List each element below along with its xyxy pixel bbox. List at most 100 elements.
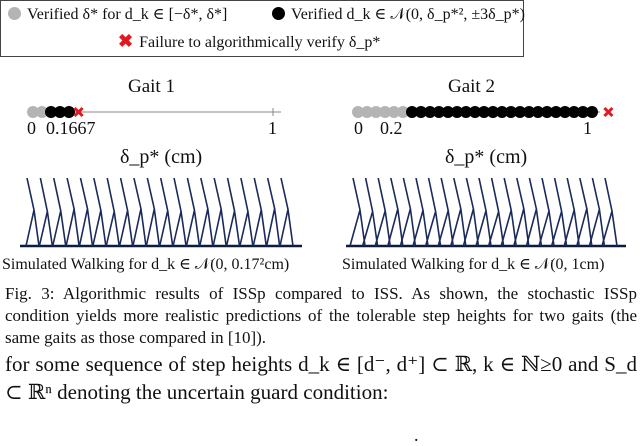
walking-simulations [20,178,626,248]
gait1-walker-frame [78,178,94,247]
gait2-verified-point [523,106,535,118]
gait1-tick-1: 1 [268,118,277,138]
gait2-verified-point [532,106,544,118]
gait2-walker-frame [601,178,618,247]
figure-caption: Fig. 3: Algorithmic results of ISSp comp… [5,283,637,349]
gait2-verified-point [550,106,562,118]
gait1-walker-frame [118,178,134,247]
gait2-verified-point [559,106,571,118]
gait2-verified-point [514,106,526,118]
gait1-walker-frame [158,178,174,247]
gait2-verified-point [460,106,472,118]
gait1-walker-frame [65,178,80,247]
gait1-walker-frame [199,178,214,247]
gait2-tick-0: 0 [354,118,363,138]
body-paragraph: for some sequence of step heights d_k ∈ … [5,352,637,404]
gait2-tick-0.2: 0.2 [380,118,403,138]
gait2-walker-frame [349,178,366,247]
black-dot-icon [272,7,285,20]
gait2-verified-point [388,106,400,118]
gait2-verified-point [586,106,598,118]
gait1-walker-frame [132,178,147,247]
gait2-verified-point [424,106,436,118]
gait1-walker-frame [265,178,281,247]
gait2-walker-frame [513,178,530,247]
gait2-walker-frame [387,178,404,247]
gait2-walker-frame [399,178,417,247]
gait2-verified-point [568,106,580,118]
gait2-simulation-label: Simulated Walking for d_k ∈ 𝒩(0, 1cm) [342,256,605,273]
gait1-walker-frame [25,178,40,247]
gait2-verified-point [361,106,373,118]
gait2-verified-point [442,106,454,118]
gait2-verified-point [415,106,427,118]
gait1-title: Gait 1 [128,76,175,97]
gait1-walker-frame [145,178,161,247]
legend-text-failure: Failure to algorithmically verify δ_p* [139,34,381,51]
gait2-verified-point [577,106,589,118]
gait1-walker-frame [239,178,254,247]
gait2-axis-label: δ_p* (cm) [445,146,528,168]
gait2-walker-frame [525,178,543,247]
legend-entry-verified-star: Verified δ* for d_k ∈ [−δ*, δ*] [8,4,227,24]
gait2-walking-simulation [346,178,626,248]
gait2-walker-frame [437,178,454,247]
gait2-verified-point [505,106,517,118]
gait1-walker-frame [38,178,54,247]
gait2-walker-frame [588,178,606,247]
gait2-walker-frame [576,178,593,247]
gait2-walker-frame [563,178,580,247]
gait2-walker-frame [475,178,492,247]
legend-entry-failure: ✖ Failure to algorithmically verify δ_p* [118,31,380,52]
gait2-verified-point [433,106,445,118]
red-x-icon: ✖ [118,31,134,51]
gait1-walker-frame [212,178,227,247]
gait2-walker-frame [462,178,480,247]
caption-label: Fig. 3: [5,284,55,303]
legend-text-verified-star: Verified δ* for d_k ∈ [−δ*, δ*] [27,6,228,23]
gait1-failure-marker [73,106,84,118]
gait1-verified-point [63,106,75,118]
gait1-tick-0: 0 [27,118,36,138]
gait1-walker-frame [225,178,241,247]
gait1-walker-frame [92,178,107,247]
gait2-verified-point [541,106,553,118]
gait1-walker-frame [172,178,187,247]
gait2-verified-point [487,106,499,118]
gait2-verified-point [469,106,481,118]
gait2-walker-frame [487,178,505,247]
gait2-failure-marker [603,106,614,118]
gait2-walker-frame [424,178,442,247]
gait2-walker-frame [550,178,568,247]
gait1-walker-frame [185,178,201,247]
trailing-dot: . [414,425,419,445]
gait2-verified-point [379,106,391,118]
gait2-walker-frame [361,178,379,247]
gait2-verified-point [406,106,418,118]
gait2-walker-frame [450,178,467,247]
gait1-number-line [27,106,281,118]
figure-legend: Verified δ* for d_k ∈ [−δ*, δ*] Verified… [0,0,526,57]
gait1-walker-frame [51,178,67,247]
gait2-verified-point [352,106,364,118]
gait1-walker-frame [105,178,121,247]
caption-text: Algorithmic results of ISSp compared to … [5,284,637,347]
gait1-walking-simulation [20,178,302,248]
gait2-title: Gait 2 [448,76,495,97]
legend-text-verified-p: Verified d_k ∈ 𝒩(0, δ_p*², ±3δ_p*) [291,6,526,23]
number-line-plots [27,106,614,118]
gait2-verified-point [496,106,508,118]
gait2-verified-point [451,106,463,118]
gait1-verified-point [45,106,57,118]
gray-dot-icon [8,7,21,20]
gait2-walker-frame [538,178,555,247]
gait2-verified-point [397,106,409,118]
gait1-verified-point [54,106,66,118]
gait2-walker-frame [500,178,517,247]
gait1-tick-0.1667: 0.1667 [46,118,96,138]
gait2-walker-frame [412,178,429,247]
gait2-walker-frame [374,178,391,247]
gait2-tick-1: 1 [583,118,592,138]
gait1-axis-label: δ_p* (cm) [120,146,203,168]
gait2-verified-point [478,106,490,118]
